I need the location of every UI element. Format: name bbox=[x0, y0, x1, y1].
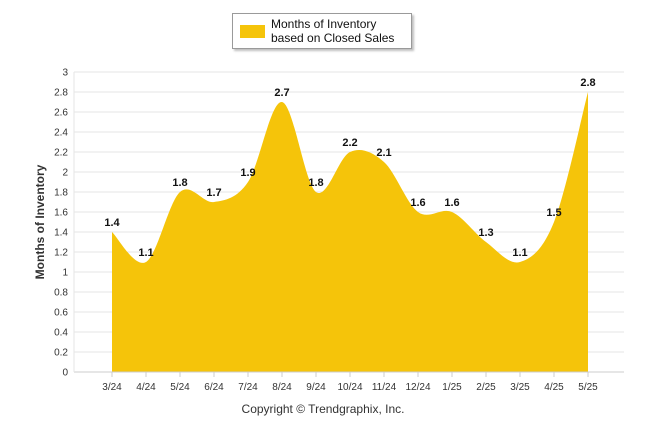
x-tick-label: 7/24 bbox=[238, 382, 258, 393]
y-tick-label: 1.2 bbox=[54, 248, 68, 259]
y-tick-label: 2 bbox=[62, 168, 68, 179]
y-tick-label: 2.6 bbox=[54, 108, 68, 119]
area-series bbox=[112, 92, 588, 372]
data-label-4/24: 1.1 bbox=[138, 247, 153, 259]
x-tick-label: 8/24 bbox=[272, 382, 292, 393]
y-tick-label: 2.8 bbox=[54, 88, 68, 99]
x-tick-label: 4/25 bbox=[544, 382, 564, 393]
data-label-1/25: 1.6 bbox=[444, 197, 459, 209]
y-tick-label: 1.6 bbox=[54, 208, 68, 219]
legend-swatch bbox=[240, 25, 265, 38]
x-tick-label: 4/24 bbox=[136, 382, 156, 393]
x-tick-label: 9/24 bbox=[306, 382, 326, 393]
y-tick-label: 3 bbox=[62, 68, 68, 79]
legend: Months of Inventory based on Closed Sale… bbox=[232, 13, 412, 49]
data-label-5/25: 2.8 bbox=[580, 77, 595, 89]
legend-label: Months of Inventory based on Closed Sale… bbox=[271, 17, 395, 45]
x-axis-ticks: 3/24 4/24 5/24 6/24 7/24 8/24 9/24 10/24 11/24 12… bbox=[102, 372, 598, 393]
y-tick-label: 1.8 bbox=[54, 188, 68, 199]
x-tick-label: 1/25 bbox=[442, 382, 462, 393]
data-label-4/25: 1.5 bbox=[546, 207, 561, 219]
x-tick-label: 3/25 bbox=[510, 382, 530, 393]
data-label-12/24: 1.6 bbox=[410, 197, 425, 209]
y-tick-label: 1.4 bbox=[54, 228, 68, 239]
x-tick-label: 5/24 bbox=[170, 382, 190, 393]
y-tick-label: 1 bbox=[62, 268, 68, 279]
x-tick-label: 10/24 bbox=[337, 382, 362, 393]
x-tick-label: 2/25 bbox=[476, 382, 496, 393]
y-tick-label: 2.2 bbox=[54, 148, 68, 159]
x-tick-label: 12/24 bbox=[405, 382, 430, 393]
y-tick-label: 0.8 bbox=[54, 288, 68, 299]
data-labels: 1.4 1.1 1.8 1.7 1.9 2.7 1.8 2.2 2.1 1.6 1.6 1.3 1.1 1… bbox=[104, 77, 595, 259]
data-label-6/24: 1.7 bbox=[206, 187, 221, 199]
copyright-text: Copyright © Trendgraphix, Inc. bbox=[241, 402, 405, 416]
y-tick-label: 2.4 bbox=[54, 128, 68, 139]
data-label-8/24: 2.7 bbox=[274, 87, 289, 99]
y-axis-title-text: Months of Inventory bbox=[33, 164, 47, 280]
y-tick-label: 0.4 bbox=[54, 328, 68, 339]
x-tick-label: 3/24 bbox=[102, 382, 122, 393]
data-label-9/24: 1.8 bbox=[308, 177, 323, 189]
area-series-fill bbox=[112, 92, 588, 372]
data-label-2/25: 1.3 bbox=[478, 227, 493, 239]
x-tick-label: 6/24 bbox=[204, 382, 224, 393]
x-axis bbox=[73, 72, 624, 373]
data-label-5/24: 1.8 bbox=[172, 177, 187, 189]
data-label-10/24: 2.2 bbox=[342, 137, 357, 149]
data-label-7/24: 1.9 bbox=[240, 167, 255, 179]
data-label-3/25: 1.1 bbox=[512, 247, 527, 259]
data-label-11/24: 2.1 bbox=[376, 147, 391, 159]
y-tick-label: 0.6 bbox=[54, 308, 68, 319]
y-tick-label: 0.2 bbox=[54, 348, 68, 359]
y-axis-ticks: 0 0.2 0.4 0.6 0.8 1 1.2 1.4 1.6 1.8 2 2.2 2.4 2.6 2.8 3 bbox=[54, 68, 68, 379]
x-tick-label: 5/25 bbox=[578, 382, 598, 393]
y-tick-label: 0 bbox=[62, 368, 68, 379]
data-label-3/24: 1.4 bbox=[104, 217, 120, 229]
x-tick-label: 11/24 bbox=[372, 382, 397, 393]
